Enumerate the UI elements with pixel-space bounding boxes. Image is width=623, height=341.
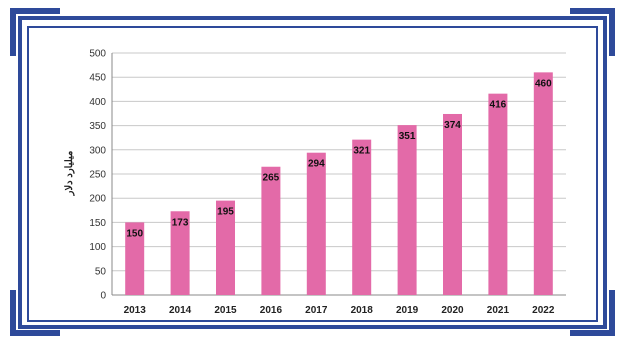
- x-tick-labels: 2013 2014 2015 2016 2017 2018 2019 2020 2021 2022: [124, 305, 555, 316]
- data-label: 351: [399, 131, 416, 142]
- outer-frame: [18, 16, 607, 329]
- data-label: 294: [308, 159, 325, 170]
- y-tick-labels: 0 50 100 150 200 250 300 350 400 450 500: [89, 49, 106, 302]
- y-tick-label: 100: [89, 242, 106, 253]
- corner-accent-bottom-left: [10, 330, 60, 336]
- data-label: 460: [535, 78, 552, 89]
- y-tick-label: 50: [95, 266, 107, 277]
- bars: [125, 72, 553, 295]
- y-tick-label: 350: [89, 121, 106, 132]
- data-labels: 150 173 195 265 294 321 351 374 416 460: [126, 78, 552, 239]
- corner-accent-bottom-left-vertical: [10, 290, 16, 336]
- bar-2013: [125, 222, 145, 295]
- x-tick-label: 2014: [169, 305, 192, 316]
- data-label: 374: [444, 120, 461, 131]
- x-tick-label: 2016: [260, 305, 283, 316]
- y-tick-label: 450: [89, 73, 106, 84]
- data-label: 173: [172, 217, 189, 228]
- x-tick-label: 2013: [124, 305, 147, 316]
- bar-2015: [216, 200, 235, 295]
- x-tick-label: 2017: [305, 305, 328, 316]
- bar-2021: [488, 93, 508, 295]
- data-label: 265: [263, 173, 280, 184]
- y-tick-label: 500: [89, 49, 106, 60]
- corner-accent-top-right: [570, 8, 615, 14]
- bar-2019: [397, 125, 417, 295]
- y-tick-label: 150: [89, 218, 106, 229]
- data-label: 150: [126, 228, 143, 239]
- x-tick-label: 2019: [396, 305, 419, 316]
- bar-2018: [352, 139, 372, 295]
- bar-2017: [306, 152, 326, 295]
- data-label: 195: [217, 207, 234, 218]
- y-tick-label: 300: [89, 145, 106, 156]
- bar-2022: [533, 72, 553, 295]
- y-tick-label: 250: [89, 170, 106, 181]
- corner-accent-top-left: [10, 8, 60, 14]
- x-tick-label: 2021: [487, 305, 510, 316]
- corner-accent-bottom-right-vertical: [609, 290, 615, 336]
- inner-frame: [27, 26, 598, 322]
- corner-accent-top-left-vertical: [10, 8, 16, 56]
- y-tick-label: 400: [89, 97, 106, 108]
- y-axis-label: میلیارد دلار: [64, 151, 75, 197]
- y-tick-label: 0: [100, 291, 106, 302]
- data-label: 416: [490, 100, 507, 111]
- x-tick-label: 2015: [214, 305, 237, 316]
- y-tick-label: 200: [89, 194, 106, 205]
- x-tick-label: 2020: [441, 305, 464, 316]
- corner-accent-top-right-vertical: [609, 8, 615, 56]
- bar-2016: [261, 166, 281, 295]
- x-tick-label: 2018: [351, 305, 374, 316]
- data-label: 321: [353, 146, 370, 157]
- bar-2020: [443, 113, 462, 295]
- corner-accent-bottom-right: [570, 330, 615, 336]
- x-tick-label: 2022: [532, 305, 555, 316]
- bar-2014: [170, 211, 190, 295]
